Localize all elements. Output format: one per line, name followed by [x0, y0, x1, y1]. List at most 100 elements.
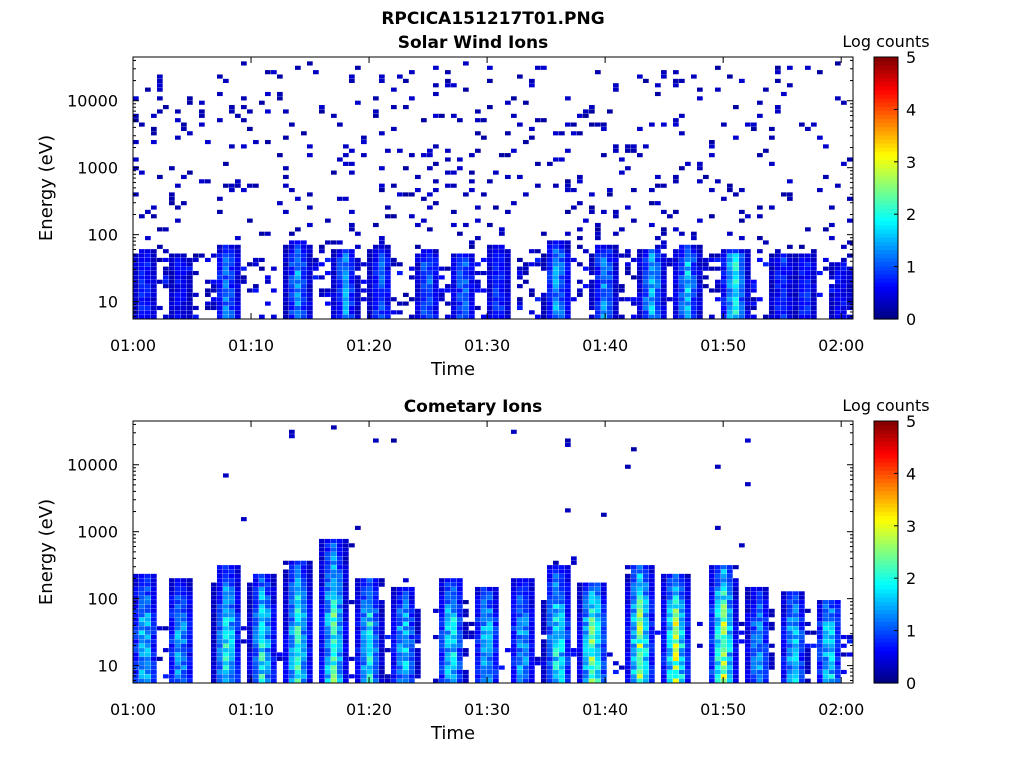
heatmap-cell — [751, 284, 757, 289]
colorbar-segment — [874, 265, 898, 271]
colorbar-segment — [874, 142, 898, 148]
heatmap-cell — [595, 253, 601, 258]
heatmap-cell — [529, 678, 535, 683]
heatmap-cell — [709, 578, 715, 583]
heatmap-cell — [223, 639, 229, 644]
heatmap-cell — [295, 284, 301, 289]
heatmap-cell — [343, 249, 349, 254]
heatmap-cell — [601, 639, 607, 644]
colorbar-segment — [874, 200, 898, 205]
heatmap-cell — [421, 305, 427, 311]
heatmap-cell — [451, 209, 457, 214]
heatmap-cell — [625, 661, 631, 666]
heatmap-cell — [175, 669, 181, 675]
heatmap-cell — [547, 591, 553, 596]
heatmap-cell — [745, 678, 751, 683]
heatmap-cell — [805, 279, 811, 284]
heatmap-cell — [817, 70, 823, 75]
heatmap-cell — [373, 639, 379, 644]
panel-title: Cometary Ions — [404, 397, 543, 417]
heatmap-cell — [523, 586, 529, 592]
heatmap-cell — [661, 297, 667, 302]
heatmap-cell — [187, 100, 193, 105]
heatmap-cell — [277, 96, 283, 101]
heatmap-cell — [415, 305, 421, 311]
heatmap-cell — [823, 656, 829, 661]
heatmap-cell — [559, 665, 565, 670]
heatmap-cell — [373, 253, 379, 258]
heatmap-cell — [133, 301, 139, 306]
heatmap-cell — [631, 639, 637, 644]
heatmap-cell — [595, 244, 601, 249]
colorbar-segment — [874, 543, 898, 549]
heatmap-cell — [289, 231, 295, 236]
heatmap-cell — [745, 621, 751, 627]
heatmap-cell — [781, 253, 787, 258]
heatmap-cell — [541, 253, 547, 258]
colorbar-segment — [874, 167, 898, 173]
heatmap-cell — [721, 643, 727, 648]
heatmap-cell — [739, 209, 745, 214]
heatmap-cell — [799, 630, 805, 635]
heatmap-cell — [745, 288, 751, 293]
heatmap-cell — [649, 643, 655, 648]
heatmap-cell — [271, 578, 277, 583]
heatmap-cell — [349, 266, 355, 271]
heatmap-cell — [781, 661, 787, 666]
heatmap-cell — [367, 297, 373, 302]
heatmap-cell — [187, 608, 193, 613]
heatmap-cell — [307, 678, 313, 683]
heatmap-cell — [337, 560, 343, 565]
heatmap-cell — [367, 270, 373, 276]
heatmap-cell — [679, 661, 685, 666]
heatmap-cell — [511, 613, 517, 618]
heatmap-cell — [445, 157, 451, 162]
heatmap-cell — [775, 301, 781, 306]
heatmap-cell — [151, 262, 157, 267]
heatmap-cell — [187, 310, 193, 315]
colorbar-segment — [874, 597, 898, 602]
heatmap-cell — [277, 656, 283, 661]
heatmap-cell — [787, 621, 793, 627]
heatmap-cell — [187, 257, 193, 263]
heatmap-cell — [559, 608, 565, 613]
heatmap-cell — [733, 617, 739, 622]
heatmap-cell — [187, 634, 193, 640]
heatmap-cell — [445, 70, 451, 75]
heatmap-cell — [217, 257, 223, 263]
heatmap-cell — [145, 661, 151, 666]
colorbar-segment — [874, 433, 898, 438]
heatmap-cell — [145, 275, 151, 280]
heatmap-cell — [847, 253, 853, 258]
heatmap-cell — [469, 630, 475, 635]
heatmap-cell — [739, 639, 745, 644]
heatmap-cell — [199, 122, 205, 127]
heatmap-cell — [841, 161, 847, 166]
heatmap-cell — [247, 674, 253, 679]
heatmap-cell — [619, 170, 625, 175]
heatmap-cell — [295, 244, 301, 249]
heatmap-cell — [745, 270, 751, 276]
colorbar-segment — [874, 576, 898, 582]
heatmap-cell — [385, 257, 391, 263]
heatmap-cell — [283, 582, 289, 587]
heatmap-cell — [817, 188, 823, 193]
heatmap-cell — [493, 656, 499, 661]
heatmap-cell — [517, 275, 523, 280]
heatmap-cell — [151, 257, 157, 263]
heatmap-cell — [457, 600, 463, 605]
heatmap-cell — [721, 669, 727, 675]
heatmap-cell — [475, 270, 481, 276]
heatmap-cell — [679, 262, 685, 267]
heatmap-cell — [307, 600, 313, 605]
heatmap-cell — [475, 288, 481, 293]
heatmap-cell — [511, 586, 517, 592]
heatmap-cell — [667, 661, 673, 666]
heatmap-cell — [235, 301, 241, 306]
heatmap-cell — [295, 582, 301, 587]
heatmap-cell — [307, 617, 313, 622]
heatmap-cell — [463, 297, 469, 302]
heatmap-cell — [301, 586, 307, 592]
colorbar-segment — [874, 605, 898, 610]
heatmap-cell — [607, 266, 613, 271]
